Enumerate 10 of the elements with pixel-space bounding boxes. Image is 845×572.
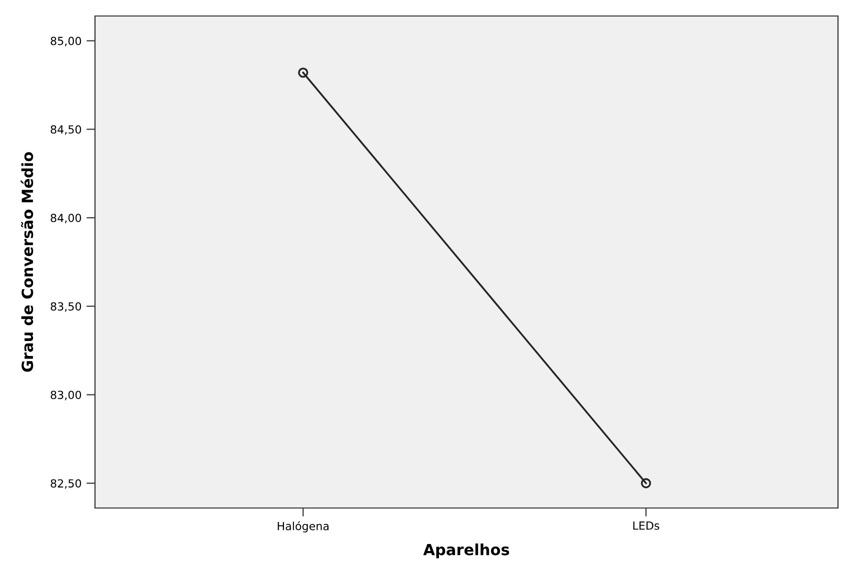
y-tick-label: 83,00 (50, 390, 82, 400)
x-tick-label: LEDs (633, 522, 660, 530)
y-tick-label: 84,50 (50, 125, 82, 135)
y-tick-label: 82,50 (50, 479, 82, 489)
y-axis-title: Grau de Conversão Médio (20, 152, 34, 372)
y-tick-label: 83,50 (50, 302, 82, 312)
x-tick-label: Halógena (278, 521, 329, 532)
x-axis-title: Aparelhos (423, 544, 510, 558)
y-tick-label: 85,00 (50, 36, 82, 46)
y-tick-label: 84,00 (50, 214, 82, 224)
